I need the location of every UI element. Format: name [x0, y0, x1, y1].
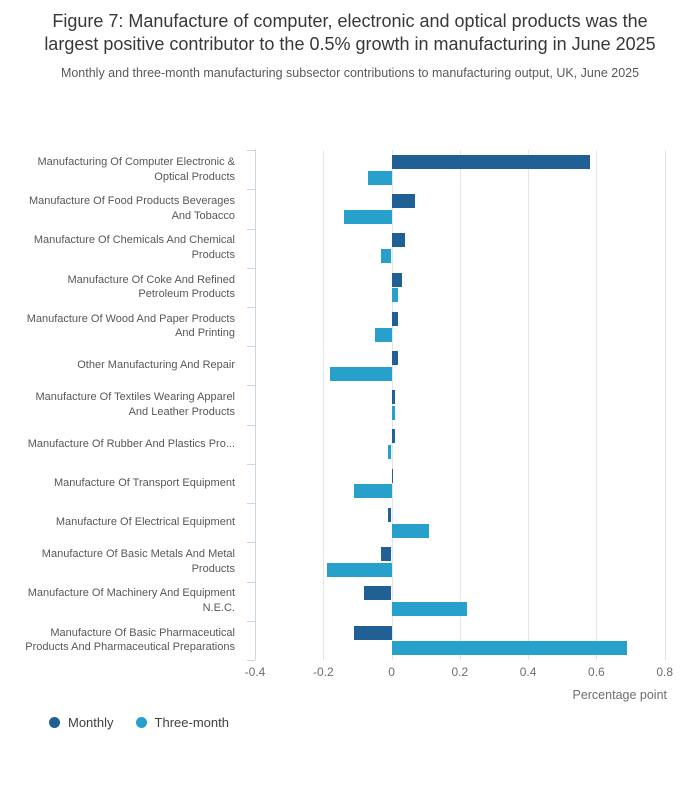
bar-three-month[interactable]	[391, 288, 399, 303]
category-label: Manufacture Of Transport Equipment	[54, 477, 235, 490]
bar-three-month[interactable]	[354, 484, 392, 499]
category-tick	[247, 150, 255, 151]
x-tick-label: 0.2	[451, 665, 469, 679]
legend-marker-three-month-icon	[135, 717, 147, 728]
bar-monthly[interactable]	[391, 429, 395, 444]
gridline	[459, 150, 461, 660]
category-tick	[247, 581, 255, 583]
bar-three-month[interactable]	[343, 209, 392, 224]
category-axis-line	[255, 149, 256, 660]
category-label: Manufacture Of Machinery And Equipment N…	[27, 587, 235, 615]
gridline	[323, 150, 325, 660]
category-label: Other Manufacturing And Repair	[77, 359, 235, 372]
category-tick	[247, 503, 255, 505]
figure-title: Figure 7: Manufacture of computer, elect…	[44, 11, 656, 55]
x-tick-label: 0.8	[656, 665, 674, 679]
x-axis-title: Percentage point	[572, 688, 667, 702]
bar-monthly[interactable]	[391, 233, 406, 248]
legend-item-three-month[interactable]: Three-month	[135, 715, 229, 730]
bar-monthly[interactable]	[391, 468, 394, 483]
category-tick	[247, 189, 255, 191]
bar-three-month[interactable]	[391, 602, 467, 617]
bar-monthly[interactable]	[381, 547, 392, 562]
bar-three-month[interactable]	[374, 327, 392, 342]
category-label: Manufacture Of Wood And Paper Products A…	[26, 312, 235, 340]
category-tick	[247, 346, 255, 348]
bar-three-month[interactable]	[381, 249, 392, 264]
x-tick-label: 0.6	[588, 665, 605, 679]
legend-label-three-month: Three-month	[154, 715, 229, 730]
category-tick	[247, 385, 255, 387]
bar-three-month[interactable]	[391, 523, 430, 538]
bar-monthly[interactable]	[391, 311, 399, 326]
category-tick	[247, 620, 255, 622]
gridline	[391, 150, 393, 660]
category-label: Manufacture Of Textiles Wearing Apparel …	[35, 391, 235, 418]
bar-monthly[interactable]	[388, 507, 392, 522]
bar-three-month[interactable]	[330, 366, 392, 381]
category-tick	[247, 306, 255, 308]
gridline	[596, 150, 598, 660]
gridline	[528, 150, 530, 660]
category-label: Manufacturing Of Computer Electronic & O…	[37, 155, 235, 183]
category-label: Manufacture Of Rubber And Plastics Pro..…	[27, 437, 235, 450]
bar-monthly[interactable]	[391, 351, 399, 365]
category-tick	[247, 660, 255, 661]
bar-monthly[interactable]	[391, 390, 395, 405]
category-label: Manufacture Of Basic Pharmaceutical Prod…	[25, 626, 235, 654]
legend-item-monthly[interactable]: Monthly	[49, 715, 114, 730]
legend-label-monthly: Monthly	[68, 715, 114, 730]
bar-three-month[interactable]	[367, 170, 392, 185]
figure-subtitle: Monthly and three-month manufacturing su…	[60, 65, 640, 80]
category-label: Manufacture Of Coke And Refined Petroleu…	[67, 273, 235, 301]
bar-monthly[interactable]	[391, 194, 416, 208]
bar-monthly[interactable]	[354, 625, 392, 640]
gridline	[664, 150, 666, 660]
category-tick	[247, 542, 255, 544]
bar-three-month[interactable]	[391, 641, 628, 656]
category-tick	[247, 463, 255, 465]
x-tick-label: -0.4	[244, 665, 266, 679]
bar-monthly[interactable]	[364, 586, 392, 601]
category-tick	[247, 228, 255, 230]
bar-monthly[interactable]	[391, 154, 590, 169]
category-tick	[247, 267, 255, 269]
legend-marker-monthly-icon	[49, 717, 60, 728]
category-label: Manufacture Of Food Products Beverages A…	[28, 195, 235, 222]
bar-three-month[interactable]	[388, 445, 392, 460]
category-label: Manufacture Of Basic Metals And Metal Pr…	[41, 548, 235, 575]
category-label: Manufacture Of Electrical Equipment	[55, 516, 235, 529]
x-tick-label: 0	[388, 665, 395, 679]
x-tick-label: -0.2	[312, 665, 334, 679]
bar-three-month[interactable]	[326, 562, 392, 577]
category-label: Manufacture Of Chemicals And Chemical Pr…	[33, 234, 235, 262]
x-tick-label: 0.4	[519, 665, 537, 679]
category-tick	[247, 424, 255, 426]
bar-monthly[interactable]	[391, 272, 402, 287]
legend: Monthly Three-month	[49, 715, 229, 730]
bar-three-month[interactable]	[391, 406, 395, 420]
